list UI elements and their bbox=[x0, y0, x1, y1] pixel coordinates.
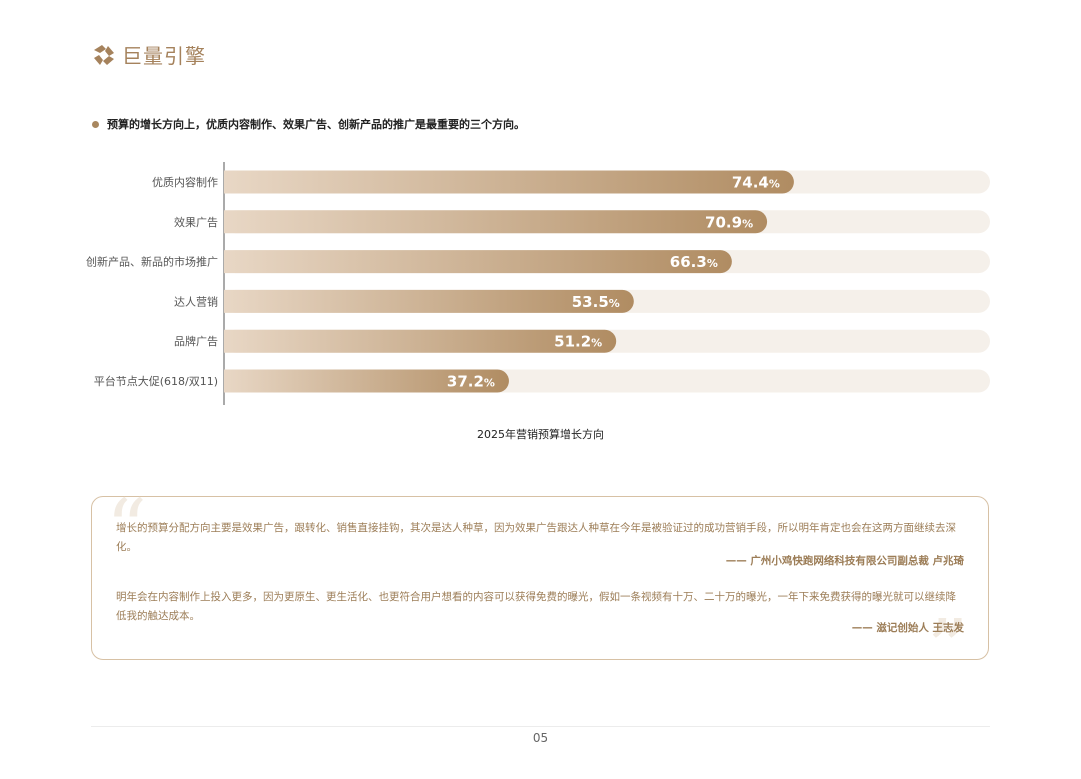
category-label: 达人营销 bbox=[174, 294, 218, 308]
value-label: 74.4% bbox=[732, 174, 780, 192]
quote-box: “ ” 增长的预算分配方向主要是效果广告，跟转化、销售直接挂钩，其次是达人种草，… bbox=[91, 489, 989, 689]
open-quote-icon: “ bbox=[106, 482, 147, 575]
footer-divider bbox=[91, 726, 990, 727]
bar bbox=[224, 369, 509, 393]
value-label: 53.5% bbox=[572, 293, 620, 311]
value-label: 70.9% bbox=[705, 213, 753, 231]
quote-author-1: —— 广州小鸡快跑网络科技有限公司副总裁 卢兆琦 bbox=[725, 555, 964, 567]
quote-author-2: —— 滋记创始人 王志发 bbox=[851, 622, 964, 634]
bar bbox=[224, 329, 617, 353]
bar bbox=[224, 170, 794, 194]
key-finding-text: 预算的增长方向上，优质内容制作、效果广告、创新产品的推广是最重要的三个方向。 bbox=[107, 118, 525, 131]
brand-logo: 巨量引擎 bbox=[90, 40, 206, 69]
brand-logo-icon bbox=[94, 44, 114, 65]
category-label: 创新产品、新品的市场推广 bbox=[86, 255, 218, 269]
bar bbox=[224, 210, 768, 234]
value-label: 51.2% bbox=[554, 333, 602, 351]
category-label: 平台节点大促(618/双11) bbox=[94, 374, 218, 388]
category-label: 效果广告 bbox=[174, 215, 218, 229]
bar bbox=[224, 289, 634, 313]
bar-chart: 优质内容制作 74.4% 效果广告 70.9% 创新产品、新品的市场推广 66.3% 达人营… bbox=[86, 162, 990, 405]
key-finding: 预算的增长方向上，优质内容制作、效果广告、创新产品的推广是最重要的三个方向。 bbox=[92, 116, 525, 132]
bullet-dot-icon bbox=[92, 120, 99, 128]
close-quote-icon: ” bbox=[927, 602, 968, 695]
category-label: 优质内容制作 bbox=[152, 175, 218, 189]
chart-title: 2025年营销预算增长方向 bbox=[477, 428, 604, 441]
page-number: 05 bbox=[532, 731, 549, 745]
category-label: 品牌广告 bbox=[174, 334, 218, 348]
value-label: 37.2% bbox=[447, 373, 495, 391]
quote-text-1: 增长的预算分配方向主要是效果广告，跟转化、销售直接挂钩，其次是达人种草，因为效果… bbox=[116, 522, 956, 553]
brand-name: 巨量引擎 bbox=[122, 44, 206, 68]
quote-text-2: 明年会在内容制作上投入更多，因为更原生、更生活化、也更符合用户想看的内容可以获得… bbox=[116, 591, 956, 622]
bar bbox=[224, 250, 732, 274]
value-label: 66.3% bbox=[670, 253, 718, 271]
